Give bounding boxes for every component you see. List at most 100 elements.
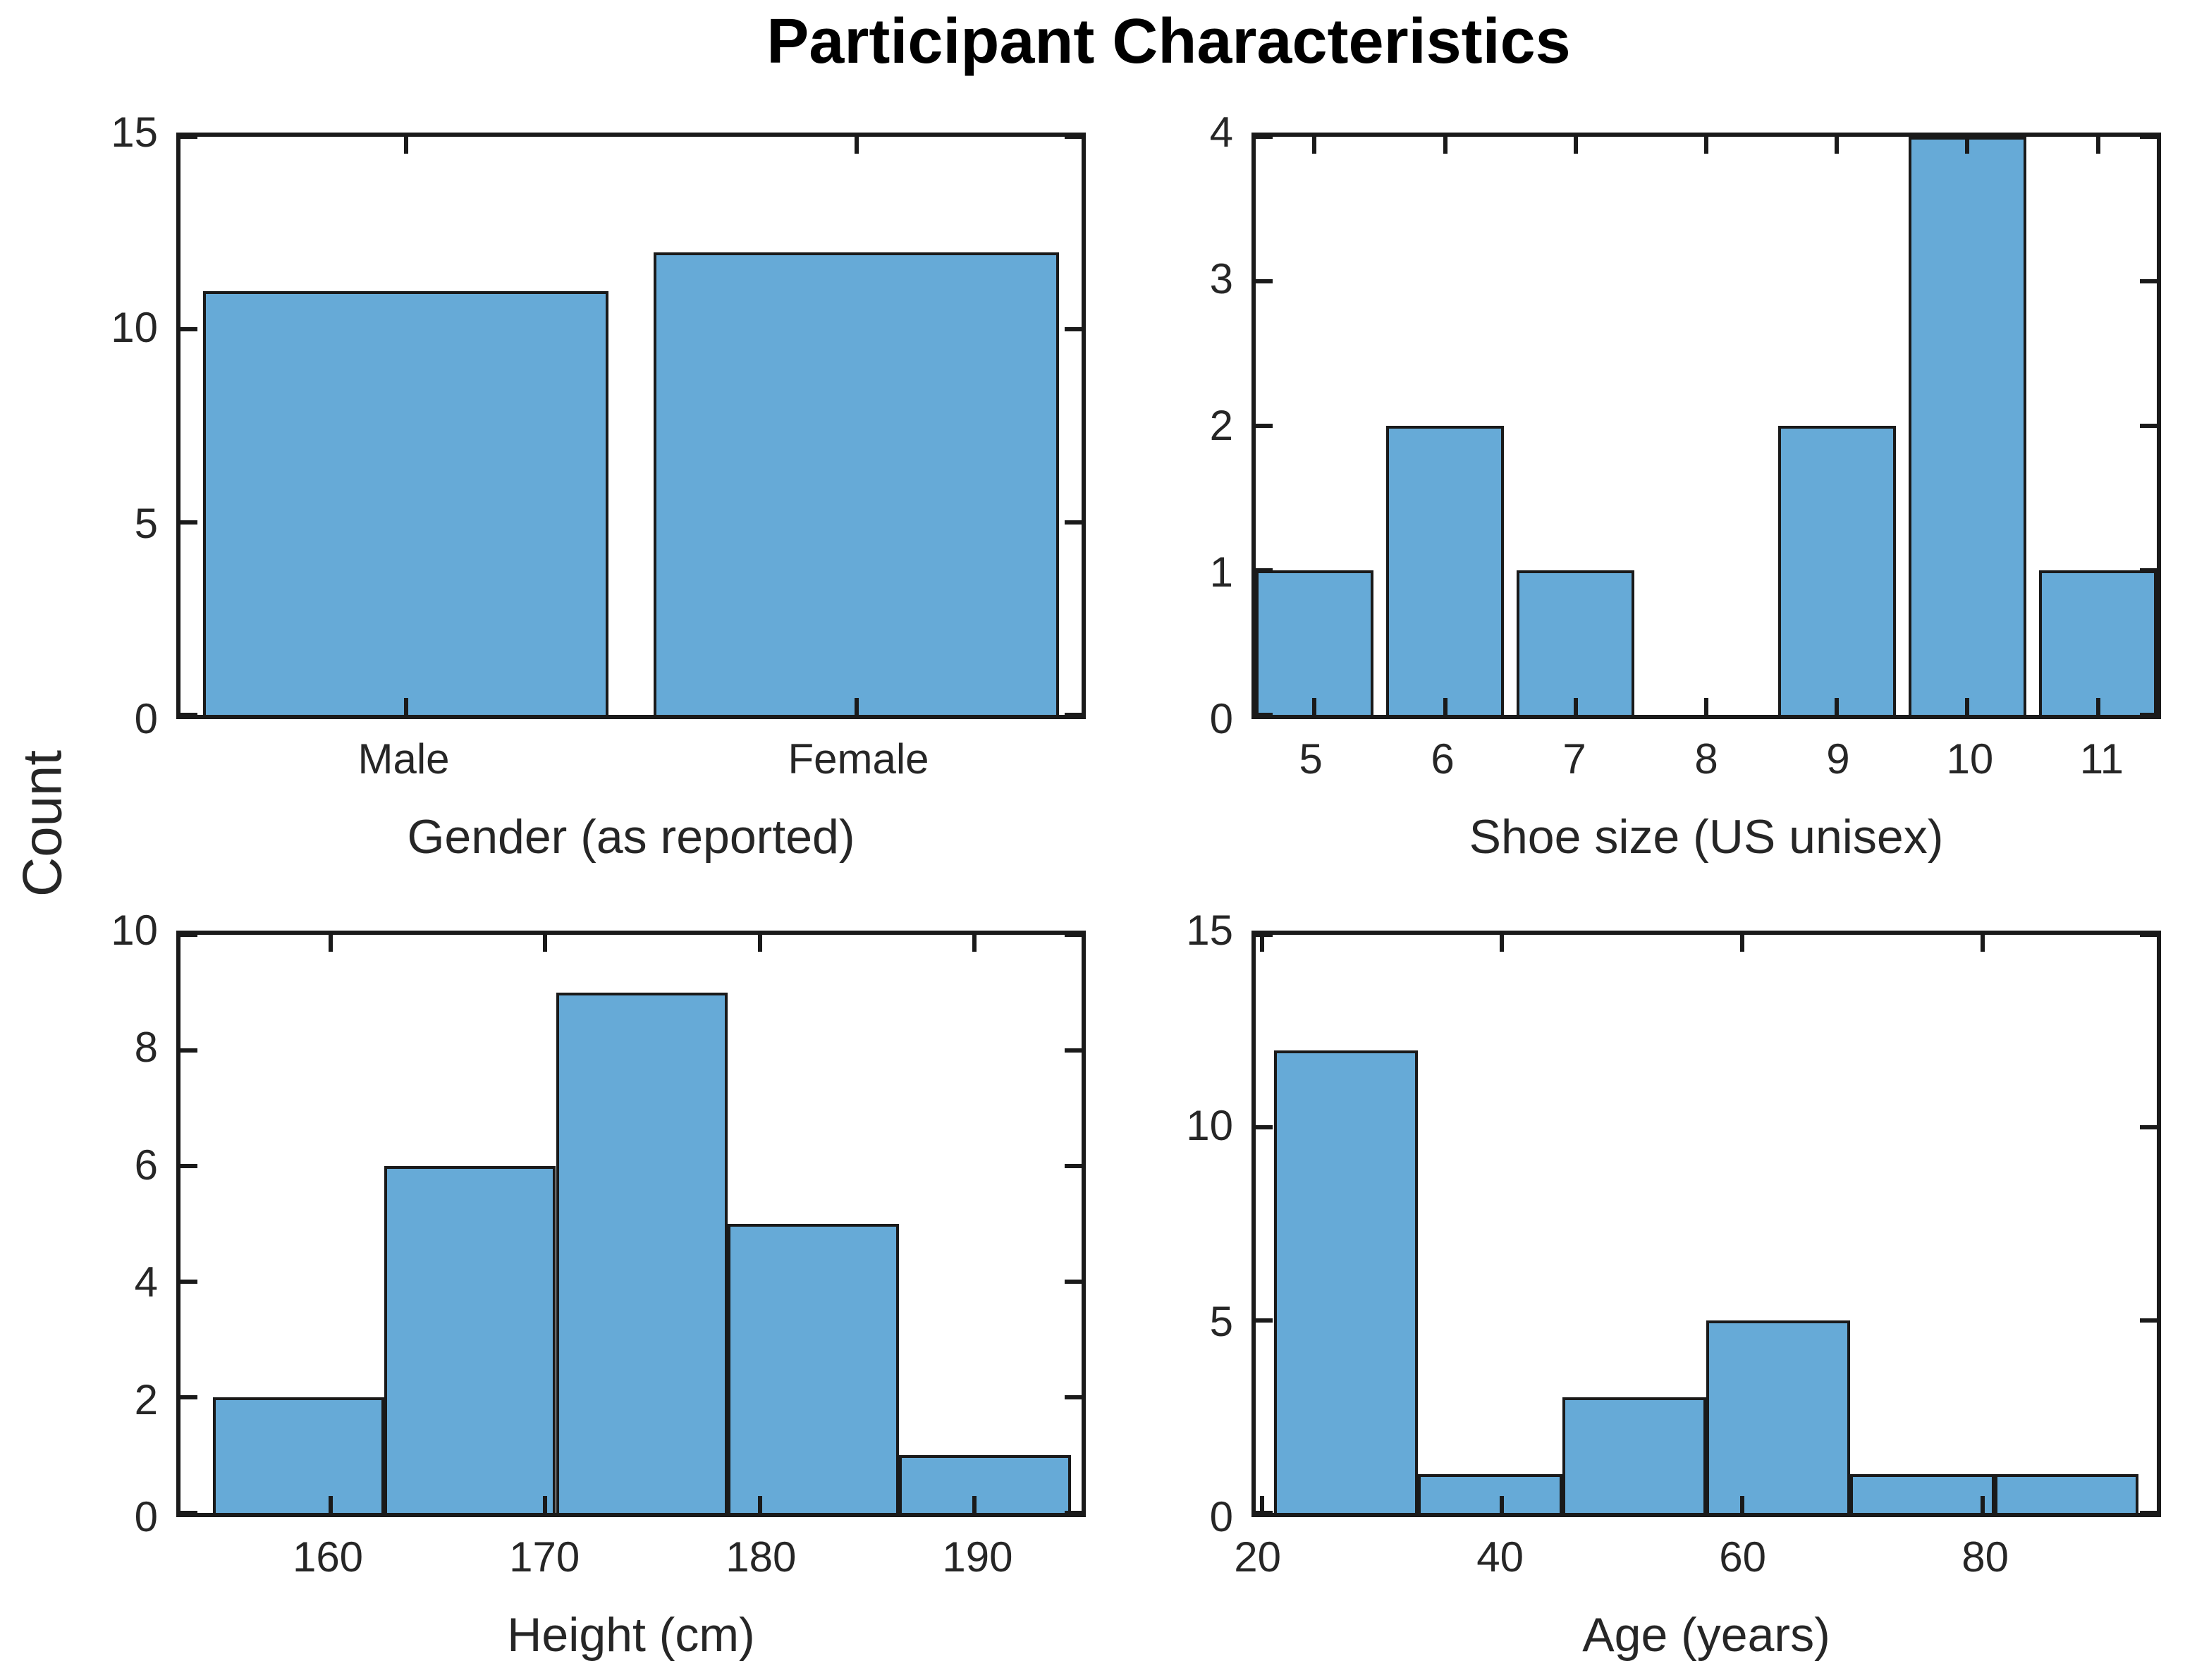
x-tick-label: 8 [1694,735,1718,783]
tick-mark [2140,279,2157,283]
y-tick-label: 2 [1209,402,1233,449]
y-tick-label: 0 [1209,695,1233,742]
x-tick-label: 20 [1234,1533,1281,1581]
tick-mark [1256,713,1273,717]
tick-mark [1965,698,1970,715]
shoe-size-x-axis-label: Shoe size (US unisex) [1469,810,1944,864]
bar [1256,570,1373,715]
height-histogram: Height (cm) 160 170 180 190 0 2 4 6 8 10 [111,909,1086,1662]
bar [899,1455,1071,1513]
y-tick-label: 6 [134,1141,158,1189]
tick-mark [1500,935,1505,952]
y-tick-label: 5 [1209,1297,1233,1345]
tick-mark [972,935,977,952]
tick-mark [2140,424,2157,428]
tick-mark [1312,698,1317,715]
tick-mark [1704,137,1708,154]
tick-mark [2140,1125,2157,1130]
tick-mark [180,135,197,139]
tick-mark [757,1496,762,1513]
bar [202,290,609,715]
tick-mark [1259,935,1264,952]
bar [384,1166,556,1513]
tick-mark [1256,1318,1273,1323]
tick-mark [1256,1511,1273,1515]
tick-mark [1065,1511,1082,1515]
tick-mark [180,327,197,332]
tick-mark [543,935,548,952]
tick-mark [329,935,333,952]
bar [1562,1397,1706,1513]
tick-mark [1065,1395,1082,1399]
tick-mark [2140,1318,2157,1323]
tick-mark [2140,713,2157,717]
tick-mark [1065,135,1082,139]
bar [1994,1474,2139,1513]
tick-mark [180,1048,197,1053]
x-tick-label: 60 [1719,1533,1766,1581]
tick-mark [1259,1496,1264,1513]
tick-mark [1256,568,1273,572]
tick-mark [1980,1496,1985,1513]
tick-mark [180,933,197,937]
tick-mark [972,1496,977,1513]
bar [2039,570,2157,715]
y-tick-label: 0 [134,1493,158,1540]
y-tick-label: 15 [111,109,158,156]
tick-mark [1443,137,1448,154]
age-plot-area [1251,931,2161,1517]
figure-title: Participant Characteristics [766,6,1571,77]
shoe-size-plot-area [1251,133,2161,719]
bar [1418,1474,1562,1513]
tick-mark [2095,137,2100,154]
tick-mark [2140,135,2157,139]
tick-mark [1500,1496,1505,1513]
age-x-axis-label: Age (years) [1582,1608,1830,1662]
tick-mark [1704,698,1708,715]
tick-mark [180,1280,197,1284]
gender-plot-area [176,133,1086,719]
tick-mark [1256,424,1273,428]
tick-mark [2140,568,2157,572]
y-tick-label: 10 [111,907,158,954]
tick-mark [1573,698,1578,715]
y-tick-label: 10 [1186,1102,1233,1150]
y-tick-label: 8 [134,1024,158,1072]
shoe-size-histogram: Shoe size (US unisex) 5 6 7 8 9 10 11 0 1 2 3 4 [1210,111,2161,864]
x-tick-label: 9 [1826,735,1850,783]
bar [1706,1320,1851,1513]
bar [1273,1050,1419,1513]
tick-mark [2095,698,2100,715]
tick-mark [180,1164,197,1168]
tick-mark [1256,933,1273,937]
tick-mark [1065,1048,1082,1053]
gender-x-axis-label: Gender (as reported) [407,810,855,864]
tick-mark [1965,137,1970,154]
y-tick-label: 0 [1209,1493,1233,1540]
tick-mark [854,698,859,715]
tick-mark [543,1496,548,1513]
tick-mark [180,520,197,525]
y-tick-label: 2 [134,1375,158,1423]
bar [1386,426,1504,715]
tick-mark [403,698,408,715]
height-x-axis-label: Height (cm) [507,1608,755,1662]
tick-mark [403,137,408,154]
tick-mark [1065,327,1082,332]
age-histogram: Age (years) 20 40 60 80 0 5 10 15 [1186,909,2161,1662]
tick-mark [1065,520,1082,525]
y-tick-label: 3 [1209,255,1233,302]
y-tick-label: 4 [134,1258,158,1306]
x-tick-label: 11 [2079,735,2124,783]
tick-mark [1065,713,1082,717]
y-tick-label: 15 [1186,907,1233,954]
x-tick-label: Female [788,735,929,783]
tick-mark [1065,933,1082,937]
y-tick-label: 0 [134,695,158,742]
bar [727,1224,900,1513]
x-tick-label: 190 [942,1533,1013,1581]
tick-mark [1443,698,1448,715]
tick-mark [2140,1511,2157,1515]
bar [212,1397,385,1513]
